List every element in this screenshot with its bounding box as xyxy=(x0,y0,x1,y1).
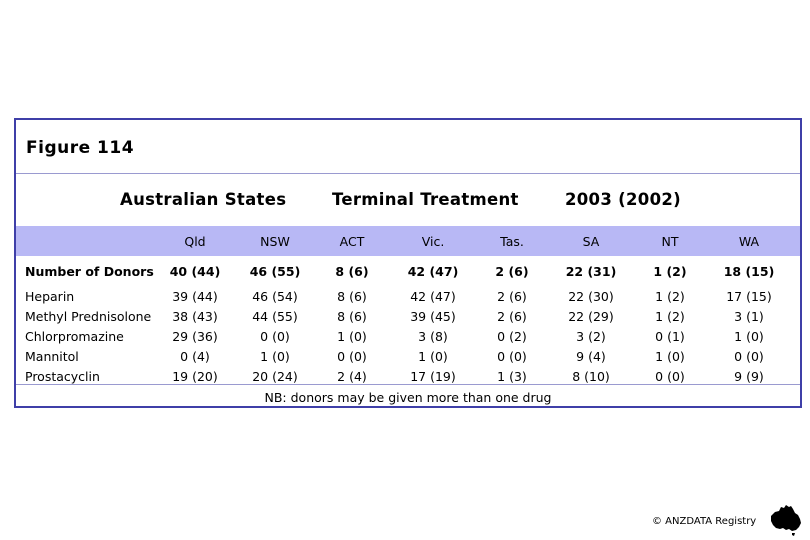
table-cell: 2 (4) xyxy=(337,369,367,384)
heading-subject: Terminal Treatment xyxy=(332,190,519,209)
table-cell: 46 (54) xyxy=(252,289,298,304)
table-cell: 39 (45) xyxy=(410,309,456,324)
column-header-sa: SA xyxy=(582,234,600,249)
table-cell: 22 (30) xyxy=(568,289,614,304)
table-cell: 1 (2) xyxy=(655,309,685,324)
table-cell: 22 (31) xyxy=(565,264,617,279)
row-label: Chlorpromazine xyxy=(25,329,124,344)
column-header-qld: Qld xyxy=(184,234,206,249)
table-cell: 29 (36) xyxy=(172,329,218,344)
row-label: Prostacyclin xyxy=(25,369,100,384)
table-cell: 0 (0) xyxy=(655,369,685,384)
table-cell: 2 (6) xyxy=(497,289,527,304)
table-cell: 0 (0) xyxy=(734,349,764,364)
table-cell: 0 (0) xyxy=(497,349,527,364)
table-cell: 8 (6) xyxy=(335,264,369,279)
table-cell: 2 (6) xyxy=(495,264,529,279)
table-cell: 0 (2) xyxy=(497,329,527,344)
row-label: Mannitol xyxy=(25,349,79,364)
table-cell: 8 (6) xyxy=(337,309,367,324)
table-cell: 3 (1) xyxy=(734,309,764,324)
table-cell: 2 (6) xyxy=(497,309,527,324)
table-row: Heparin 39 (44) 46 (54) 8 (6) 42 (47) 2 … xyxy=(16,289,800,308)
table-cell: 0 (1) xyxy=(655,329,685,344)
title-divider xyxy=(16,173,800,174)
table-cell: 0 (4) xyxy=(180,349,210,364)
table-cell: 1 (3) xyxy=(497,369,527,384)
table-cell: 1 (0) xyxy=(418,349,448,364)
table-cell: 3 (8) xyxy=(418,329,448,344)
footnote: NB: donors may be given more than one dr… xyxy=(264,390,552,405)
table-cell: 38 (43) xyxy=(172,309,218,324)
table-cell: 17 (15) xyxy=(726,289,772,304)
table-cell: 1 (0) xyxy=(337,329,367,344)
column-header-nsw: NSW xyxy=(260,234,290,249)
column-header-wa: WA xyxy=(738,234,760,249)
table-row: Chlorpromazine 29 (36) 0 (0) 1 (0) 3 (8)… xyxy=(16,329,800,348)
table-cell: 46 (55) xyxy=(249,264,301,279)
table-cell: 1 (0) xyxy=(260,349,290,364)
table-cell: 8 (10) xyxy=(572,369,610,384)
row-label: Methyl Prednisolone xyxy=(25,309,152,324)
table-cell: 9 (4) xyxy=(576,349,606,364)
column-header-band: Qld NSW ACT Vic. Tas. SA NT WA xyxy=(16,226,800,256)
row-label: Number of Donors xyxy=(25,264,154,279)
australia-map-icon xyxy=(771,505,801,536)
donors-row: Number of Donors 40 (44) 46 (55) 8 (6) 4… xyxy=(16,264,800,283)
table-cell: 17 (19) xyxy=(410,369,456,384)
column-header-tas: Tas. xyxy=(500,234,524,249)
figure-title: Figure 114 xyxy=(26,138,135,158)
heading-years: 2003 (2002) xyxy=(565,190,681,209)
table-cell: 1 (2) xyxy=(653,264,687,279)
table-cell: 42 (47) xyxy=(407,264,459,279)
table-cell: 8 (6) xyxy=(337,289,367,304)
column-header-act: ACT xyxy=(339,234,365,249)
table-cell: 18 (15) xyxy=(723,264,775,279)
table-cell: 3 (2) xyxy=(576,329,606,344)
table-cell: 1 (2) xyxy=(655,289,685,304)
table-cell: 19 (20) xyxy=(172,369,218,384)
figure-frame: Figure 114 Australian States Terminal Tr… xyxy=(14,118,802,408)
table-cell: 9 (9) xyxy=(734,369,764,384)
row-label: Heparin xyxy=(25,289,75,304)
table-cell: 0 (0) xyxy=(260,329,290,344)
heading-region: Australian States xyxy=(120,190,287,209)
table-cell: 0 (0) xyxy=(337,349,367,364)
copyright-notice: © ANZDATA Registry xyxy=(652,516,757,527)
table-cell: 1 (0) xyxy=(734,329,764,344)
table-cell: 20 (24) xyxy=(252,369,298,384)
table-cell: 22 (29) xyxy=(568,309,614,324)
table-cell: 40 (44) xyxy=(169,264,221,279)
footnote-divider xyxy=(16,384,800,385)
table-cell: 39 (44) xyxy=(172,289,218,304)
table-row: Methyl Prednisolone 38 (43) 44 (55) 8 (6… xyxy=(16,309,800,328)
column-header-vic: Vic. xyxy=(421,234,445,249)
table-cell: 42 (47) xyxy=(410,289,456,304)
table-heading: Australian States Terminal Treatment 200… xyxy=(16,190,800,214)
table-cell: 1 (0) xyxy=(655,349,685,364)
table-row: Mannitol 0 (4) 1 (0) 0 (0) 1 (0) 0 (0) 9… xyxy=(16,349,800,368)
table-row: Prostacyclin 19 (20) 20 (24) 2 (4) 17 (1… xyxy=(16,369,800,388)
column-header-nt: NT xyxy=(661,234,679,249)
table-cell: 44 (55) xyxy=(252,309,298,324)
